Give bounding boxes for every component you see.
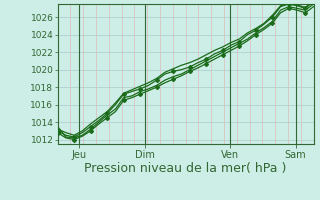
X-axis label: Pression niveau de la mer( hPa ): Pression niveau de la mer( hPa ) [84,162,287,175]
